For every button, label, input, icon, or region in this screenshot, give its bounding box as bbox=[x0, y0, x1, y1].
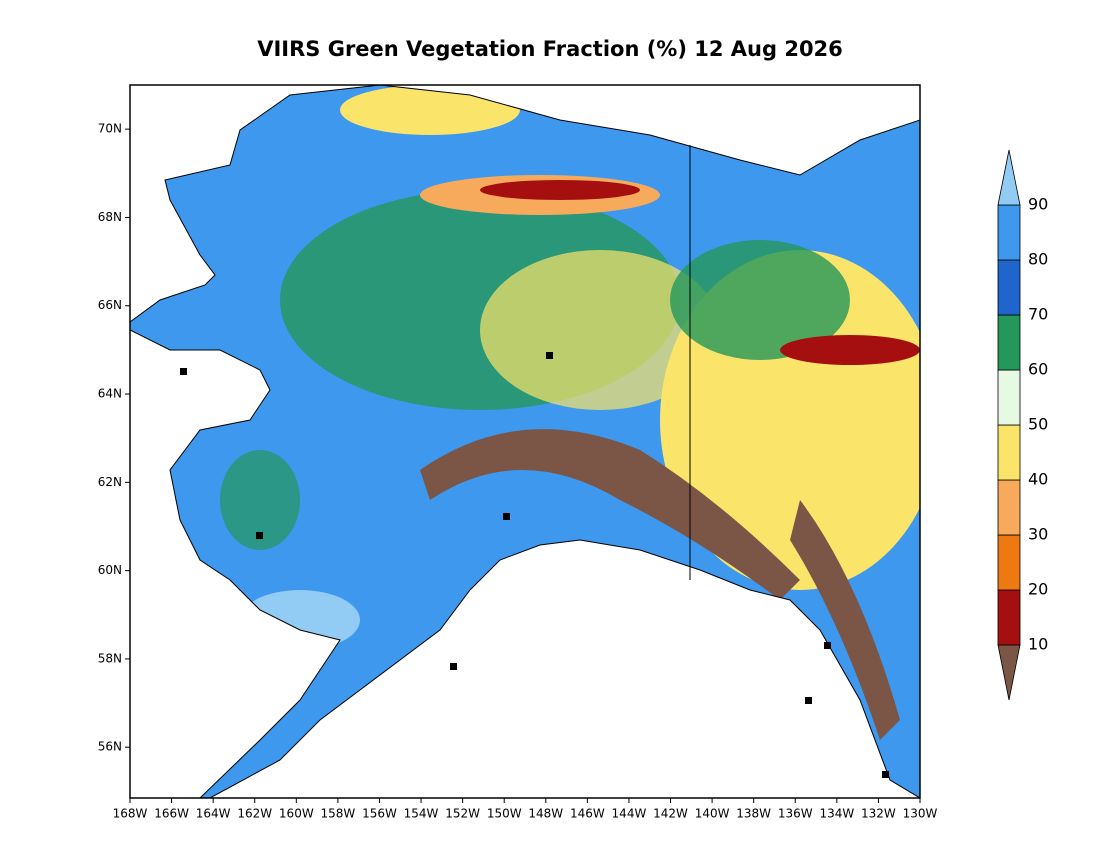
colorbar-label: 80 bbox=[1028, 250, 1048, 269]
y-tick-label: 68N bbox=[98, 210, 122, 224]
city bbox=[503, 513, 510, 520]
x-tick-label: 132W bbox=[861, 807, 896, 821]
x-tick-label: 158W bbox=[321, 807, 356, 821]
city bbox=[882, 771, 889, 778]
colorbar-label: 90 bbox=[1028, 195, 1048, 214]
x-tick-label: 168W bbox=[113, 807, 148, 821]
x-tick-label: 130W bbox=[903, 807, 938, 821]
colorbar-label: 20 bbox=[1028, 580, 1048, 599]
x-tick-label: 164W bbox=[196, 807, 231, 821]
colorbar-segment bbox=[997, 424, 1021, 481]
x-tick-label: 156W bbox=[362, 807, 397, 821]
x-tick-label: 144W bbox=[612, 807, 647, 821]
colorbar-label: 60 bbox=[1028, 360, 1048, 379]
city bbox=[824, 642, 831, 649]
colorbar-segment bbox=[997, 314, 1021, 371]
colorbar-label: 50 bbox=[1028, 415, 1048, 434]
land bbox=[130, 85, 920, 798]
x-tick-label: 154W bbox=[404, 807, 439, 821]
colorbar-over bbox=[997, 149, 1021, 206]
x-tick-label: 142W bbox=[653, 807, 688, 821]
x-tick-label: 150W bbox=[487, 807, 522, 821]
title: VIIRS Green Vegetation Fraction (%) 12 A… bbox=[257, 37, 843, 61]
y-tick-label: 64N bbox=[98, 387, 122, 401]
y-tick-label: 70N bbox=[98, 122, 122, 136]
city bbox=[546, 352, 553, 359]
city bbox=[805, 697, 812, 704]
city bbox=[450, 663, 457, 670]
x-tick-label: 160W bbox=[279, 807, 314, 821]
y-tick-label: 60N bbox=[98, 563, 122, 577]
x-tick-label: 138W bbox=[736, 807, 771, 821]
x-tick-label: 152W bbox=[445, 807, 480, 821]
x-tick-label: 146W bbox=[570, 807, 605, 821]
map-area bbox=[130, 85, 920, 798]
colorbar-segment bbox=[997, 534, 1021, 591]
colorbar-segment bbox=[997, 204, 1021, 261]
map-frame bbox=[129, 84, 921, 799]
colorbar-label: 40 bbox=[1028, 470, 1048, 489]
colorbar-segment bbox=[997, 259, 1021, 316]
x-tick-label: 140W bbox=[695, 807, 730, 821]
y-tick-label: 58N bbox=[98, 651, 122, 665]
colorbar-label: 10 bbox=[1028, 635, 1048, 654]
y-tick-label: 66N bbox=[98, 298, 122, 312]
colorbar-label: 70 bbox=[1028, 305, 1048, 324]
colorbar-segment bbox=[997, 369, 1021, 426]
city bbox=[180, 368, 187, 375]
colorbar-under bbox=[997, 644, 1021, 701]
y-tick-label: 56N bbox=[98, 740, 122, 754]
colorbar-segment bbox=[997, 589, 1021, 646]
x-tick-label: 148W bbox=[528, 807, 563, 821]
city bbox=[256, 532, 263, 539]
colorbar-label: 30 bbox=[1028, 525, 1048, 544]
x-tick-label: 162W bbox=[237, 807, 272, 821]
y-tick-label: 62N bbox=[98, 475, 122, 489]
x-tick-label: 134W bbox=[819, 807, 854, 821]
coastline bbox=[130, 85, 920, 798]
x-tick-label: 136W bbox=[778, 807, 813, 821]
x-tick-label: 166W bbox=[154, 807, 189, 821]
colorbar-segment bbox=[997, 479, 1021, 536]
